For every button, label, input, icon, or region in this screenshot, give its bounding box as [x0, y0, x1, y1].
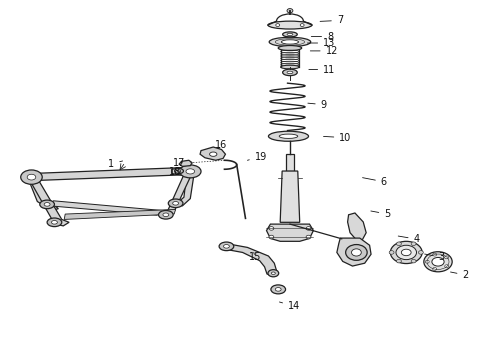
Ellipse shape	[163, 213, 169, 217]
Circle shape	[345, 244, 367, 260]
Ellipse shape	[271, 285, 286, 294]
Text: 16: 16	[215, 140, 227, 150]
Ellipse shape	[223, 244, 229, 248]
Ellipse shape	[177, 170, 181, 172]
Text: 11: 11	[309, 64, 336, 75]
Ellipse shape	[283, 69, 297, 76]
Ellipse shape	[269, 37, 311, 46]
Text: 9: 9	[308, 100, 327, 110]
Ellipse shape	[271, 272, 275, 274]
Circle shape	[418, 251, 423, 254]
Circle shape	[433, 267, 437, 270]
Text: 18: 18	[169, 167, 181, 177]
Ellipse shape	[283, 32, 297, 37]
Polygon shape	[179, 160, 192, 166]
Ellipse shape	[168, 199, 183, 208]
Text: 12: 12	[310, 46, 338, 56]
Circle shape	[445, 256, 449, 259]
Circle shape	[411, 242, 416, 246]
Ellipse shape	[391, 241, 422, 264]
Polygon shape	[286, 154, 294, 171]
Ellipse shape	[219, 242, 234, 251]
Polygon shape	[200, 147, 225, 160]
Polygon shape	[30, 164, 191, 181]
Circle shape	[396, 242, 401, 246]
Text: 14: 14	[279, 301, 300, 311]
Ellipse shape	[281, 65, 299, 69]
Circle shape	[445, 265, 449, 267]
Ellipse shape	[275, 288, 281, 291]
Circle shape	[269, 235, 274, 239]
Ellipse shape	[174, 168, 183, 174]
Polygon shape	[49, 201, 162, 215]
Circle shape	[287, 9, 293, 13]
Polygon shape	[347, 213, 366, 240]
Text: 3: 3	[425, 252, 444, 262]
Ellipse shape	[186, 169, 195, 174]
Ellipse shape	[396, 245, 416, 260]
Polygon shape	[64, 210, 175, 220]
Circle shape	[389, 251, 394, 254]
Circle shape	[411, 259, 416, 263]
Ellipse shape	[159, 211, 173, 219]
Ellipse shape	[287, 71, 293, 74]
Text: 17: 17	[172, 158, 185, 168]
Ellipse shape	[172, 202, 178, 205]
Ellipse shape	[287, 33, 293, 36]
Circle shape	[269, 226, 274, 230]
Text: 1: 1	[108, 159, 122, 169]
Text: 6: 6	[363, 177, 387, 187]
Circle shape	[306, 226, 311, 230]
Ellipse shape	[210, 152, 217, 156]
Ellipse shape	[268, 270, 279, 277]
Ellipse shape	[44, 203, 50, 206]
Circle shape	[396, 259, 401, 263]
Polygon shape	[223, 244, 277, 276]
Circle shape	[306, 235, 311, 239]
Text: 19: 19	[247, 152, 267, 162]
Ellipse shape	[401, 249, 411, 256]
Ellipse shape	[278, 45, 302, 50]
Ellipse shape	[47, 218, 62, 226]
Ellipse shape	[424, 252, 452, 272]
Ellipse shape	[179, 165, 201, 178]
Circle shape	[300, 24, 304, 27]
Polygon shape	[280, 171, 300, 222]
Polygon shape	[27, 174, 58, 211]
Ellipse shape	[268, 21, 312, 29]
Ellipse shape	[281, 40, 298, 44]
Text: 10: 10	[323, 133, 351, 143]
Polygon shape	[30, 174, 69, 226]
Polygon shape	[267, 224, 314, 241]
Text: 13: 13	[307, 38, 336, 48]
Circle shape	[433, 253, 437, 256]
Circle shape	[425, 260, 429, 263]
Ellipse shape	[279, 134, 298, 138]
Ellipse shape	[51, 221, 57, 224]
Text: 7: 7	[320, 15, 343, 26]
Text: 4: 4	[398, 234, 420, 244]
Polygon shape	[337, 238, 371, 266]
Ellipse shape	[40, 200, 54, 209]
Text: 15: 15	[249, 252, 261, 262]
Text: 2: 2	[450, 270, 468, 280]
Text: 5: 5	[371, 209, 391, 219]
Polygon shape	[159, 173, 191, 217]
Ellipse shape	[21, 170, 42, 184]
Circle shape	[351, 249, 361, 256]
Ellipse shape	[269, 131, 309, 141]
Circle shape	[276, 24, 280, 27]
Polygon shape	[175, 173, 194, 206]
Polygon shape	[172, 166, 198, 176]
Ellipse shape	[432, 257, 444, 266]
Text: 8: 8	[311, 32, 333, 41]
Ellipse shape	[27, 174, 36, 180]
